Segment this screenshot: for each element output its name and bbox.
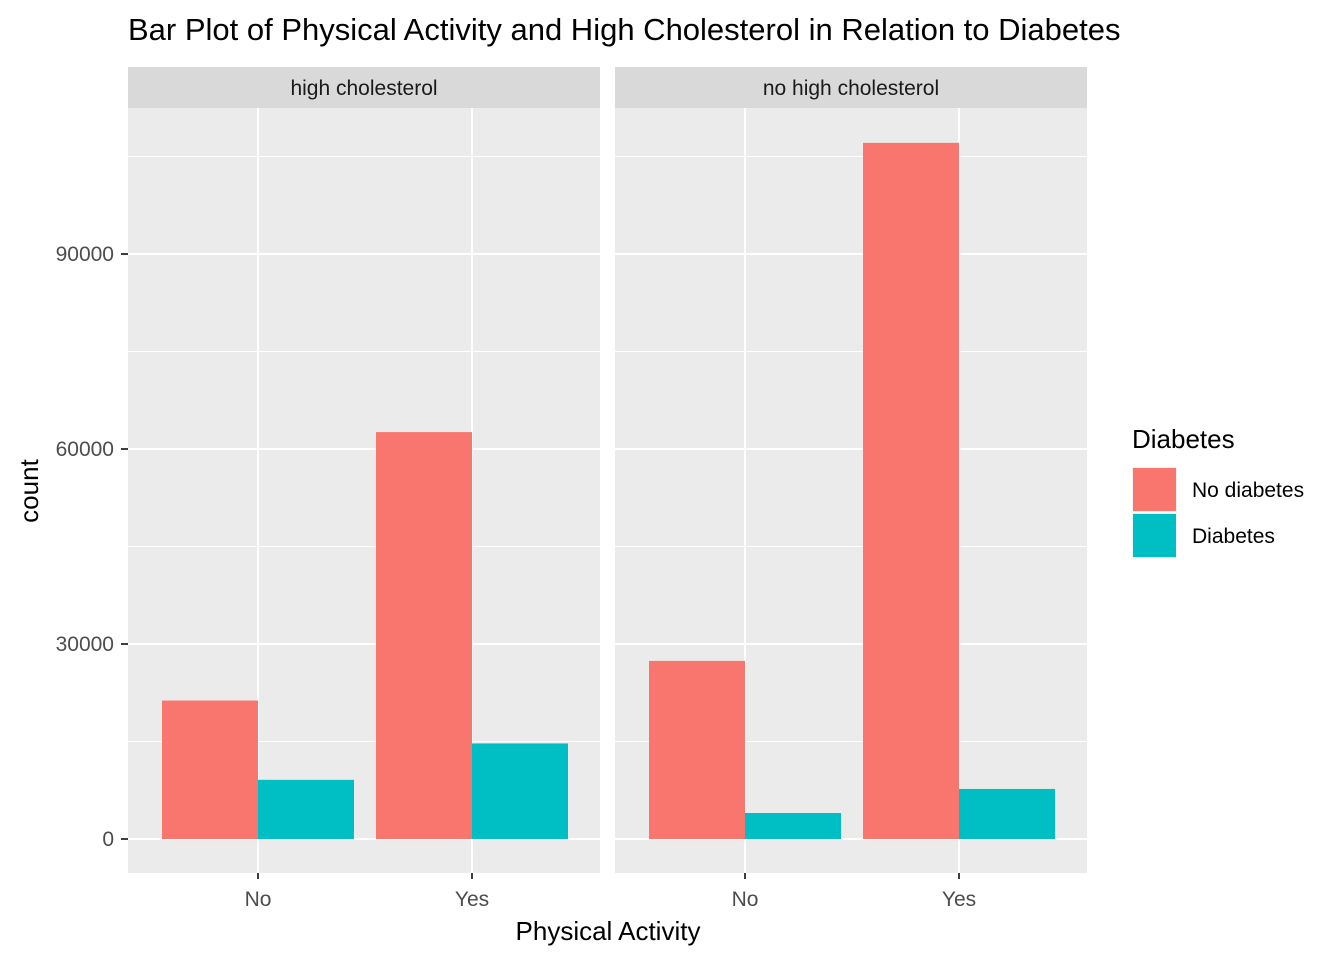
y-tick-label: 30000 (56, 633, 114, 656)
legend-title: Diabetes (1132, 424, 1235, 454)
facet-strip (615, 67, 1087, 108)
x-tick-label: No (245, 888, 272, 911)
legend-swatch (1133, 514, 1176, 557)
legend-label: Diabetes (1192, 525, 1275, 548)
legend-label: No diabetes (1192, 479, 1304, 502)
chart-title: Bar Plot of Physical Activity and High C… (128, 12, 1121, 47)
y-axis-title: count (14, 458, 44, 522)
bar (649, 660, 745, 839)
x-tick-label: Yes (942, 888, 976, 911)
y-tick-label: 60000 (56, 438, 114, 461)
bar (959, 788, 1055, 839)
bar (863, 142, 959, 840)
facet-strip (128, 67, 600, 108)
y-tick-label: 90000 (56, 243, 114, 266)
bar (376, 432, 472, 839)
y-axis: 0 30000 60000 90000 (56, 243, 128, 851)
bar (162, 700, 258, 839)
facet-panel: no high cholesterol No Yes (615, 67, 1087, 911)
legend: Diabetes No diabetes Diabetes (1132, 424, 1304, 558)
bar (258, 779, 354, 839)
bar (745, 813, 841, 839)
facet-label: high cholesterol (290, 77, 437, 100)
facet-label: no high cholesterol (763, 77, 939, 100)
x-tick-label: No (732, 888, 759, 911)
legend-swatch (1133, 468, 1176, 511)
bar (472, 743, 568, 839)
x-tick-label: Yes (455, 888, 489, 911)
x-axis-title: Physical Activity (516, 916, 701, 946)
y-tick-label: 0 (102, 828, 114, 851)
facet-panel: high cholesterol No Yes (128, 67, 600, 911)
